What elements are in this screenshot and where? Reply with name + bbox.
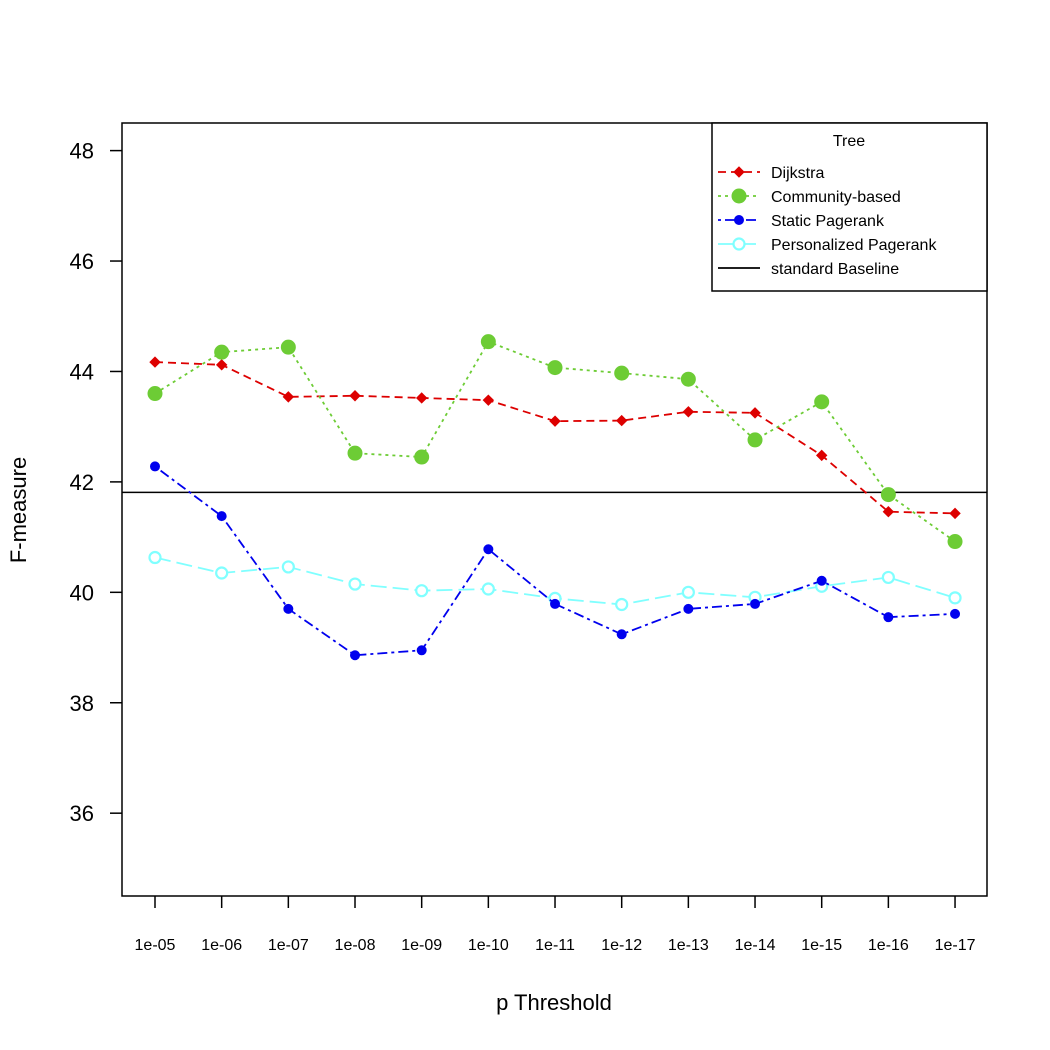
data-point-static-pagerank bbox=[816, 575, 827, 586]
x-tick-label: 1e-13 bbox=[668, 937, 709, 954]
data-point-dijkstra bbox=[149, 356, 161, 368]
data-point-dijkstra bbox=[415, 392, 428, 404]
data-point-static-pagerank bbox=[950, 608, 961, 619]
legend-box bbox=[711, 122, 988, 292]
data-point-community-based bbox=[880, 487, 896, 503]
data-point-personalized-pagerank bbox=[881, 570, 895, 585]
x-tick-label: 1e-08 bbox=[335, 937, 376, 954]
x-axis: 1e-05 1e-06 1e-07 1e-08 1e-09 1e-10 1e-11 1e-12… bbox=[135, 896, 976, 954]
x-tick-label: 1e-11 bbox=[535, 937, 575, 954]
data-point-personalized-pagerank bbox=[281, 560, 295, 574]
data-point-dijkstra bbox=[815, 449, 828, 462]
x-tick-label: 1e-16 bbox=[868, 937, 909, 954]
legend-title: Tree bbox=[833, 133, 865, 150]
legend-item-community-based: Community-based bbox=[718, 188, 901, 206]
data-point-dijkstra bbox=[949, 507, 961, 520]
data-point-static-pagerank bbox=[416, 645, 427, 656]
x-tick-label: 1e-06 bbox=[201, 937, 242, 954]
legend-label: Dijkstra bbox=[771, 165, 824, 182]
legend-swatch-marker bbox=[732, 237, 746, 251]
data-point-dijkstra bbox=[282, 391, 295, 403]
data-point-personalized-pagerank bbox=[948, 591, 962, 605]
data-point-dijkstra bbox=[749, 407, 761, 419]
data-point-personalized-pagerank bbox=[481, 582, 495, 596]
data-point-static-pagerank bbox=[350, 650, 361, 661]
legend-swatch-marker bbox=[734, 215, 744, 225]
y-tick-label: 46 bbox=[70, 249, 94, 274]
data-point-community-based bbox=[414, 449, 430, 465]
legend-label: Static Pagerank bbox=[771, 213, 885, 230]
data-point-dijkstra bbox=[549, 415, 561, 427]
legend-item-dijkstra: Dijkstra bbox=[718, 165, 824, 182]
data-point-community-based bbox=[214, 344, 230, 360]
data-point-personalized-pagerank bbox=[348, 577, 362, 591]
x-tick-label: 1e-15 bbox=[801, 937, 842, 954]
data-point-community-based bbox=[680, 371, 696, 387]
data-point-static-pagerank bbox=[283, 603, 294, 614]
y-tick-label: 40 bbox=[70, 580, 94, 605]
series-community-based bbox=[147, 334, 963, 550]
series-static-pagerank bbox=[150, 461, 961, 661]
data-point-dijkstra bbox=[882, 506, 895, 518]
data-point-community-based bbox=[614, 365, 630, 381]
legend-label: Personalized Pagerank bbox=[771, 237, 937, 254]
data-point-community-based bbox=[947, 534, 963, 550]
y-tick-label: 48 bbox=[70, 139, 94, 164]
legend-swatch-marker bbox=[731, 188, 747, 204]
data-point-static-pagerank bbox=[550, 598, 561, 609]
x-tick-label: 1e-12 bbox=[601, 937, 642, 954]
y-tick-label: 38 bbox=[70, 691, 94, 716]
x-tick-label: 1e-05 bbox=[135, 937, 176, 954]
data-point-community-based bbox=[280, 339, 296, 355]
y-tick-label: 42 bbox=[70, 470, 94, 495]
x-tick-label: 1e-07 bbox=[268, 937, 309, 954]
data-point-personalized-pagerank bbox=[681, 585, 695, 599]
y-tick-label: 36 bbox=[70, 801, 94, 826]
legend: Tree Dijkstra Community-based Static Pager… bbox=[711, 122, 988, 292]
data-point-static-pagerank bbox=[216, 511, 227, 522]
data-point-static-pagerank bbox=[883, 612, 894, 623]
data-point-dijkstra bbox=[482, 394, 495, 406]
y-tick-label: 44 bbox=[70, 359, 94, 384]
data-point-personalized-pagerank bbox=[148, 550, 162, 565]
data-point-dijkstra bbox=[349, 390, 361, 402]
x-axis-title: p Threshold bbox=[496, 990, 612, 1015]
data-point-community-based bbox=[147, 386, 163, 402]
data-point-personalized-pagerank bbox=[215, 566, 229, 580]
data-point-static-pagerank bbox=[683, 603, 694, 614]
legend-swatch-marker bbox=[733, 166, 745, 178]
legend-label: Community-based bbox=[771, 189, 901, 206]
data-point-dijkstra bbox=[682, 406, 695, 418]
legend-item-standard-baseline: standard Baseline bbox=[718, 261, 899, 278]
legend-items: Dijkstra Community-based Static Pagerank Pe… bbox=[718, 165, 937, 278]
data-point-community-based bbox=[814, 394, 830, 410]
y-axis: 36 38 40 42 44 46 48 bbox=[70, 139, 122, 826]
x-tick-label: 1e-10 bbox=[468, 937, 509, 954]
data-point-community-based bbox=[480, 334, 496, 350]
legend-label: standard Baseline bbox=[771, 261, 899, 278]
y-axis-title: F-measure bbox=[6, 457, 31, 563]
data-point-static-pagerank bbox=[616, 629, 627, 640]
legend-item-static-pagerank: Static Pagerank bbox=[718, 213, 885, 230]
data-point-dijkstra bbox=[615, 414, 628, 427]
data-point-community-based bbox=[347, 445, 363, 461]
data-point-community-based bbox=[547, 360, 563, 376]
data-point-static-pagerank bbox=[150, 461, 160, 472]
data-point-personalized-pagerank bbox=[415, 584, 429, 598]
data-point-personalized-pagerank bbox=[615, 597, 629, 612]
data-point-static-pagerank bbox=[750, 598, 761, 609]
x-tick-label: 1e-17 bbox=[935, 937, 976, 954]
data-point-community-based bbox=[747, 432, 763, 448]
series-dijkstra bbox=[149, 356, 961, 520]
data-point-static-pagerank bbox=[483, 544, 494, 555]
x-tick-label: 1e-09 bbox=[401, 937, 442, 954]
data-point-dijkstra bbox=[215, 359, 228, 371]
plot-content bbox=[122, 334, 987, 661]
legend-item-personalized-pagerank: Personalized Pagerank bbox=[718, 237, 937, 254]
x-tick-label: 1e-14 bbox=[735, 937, 776, 954]
